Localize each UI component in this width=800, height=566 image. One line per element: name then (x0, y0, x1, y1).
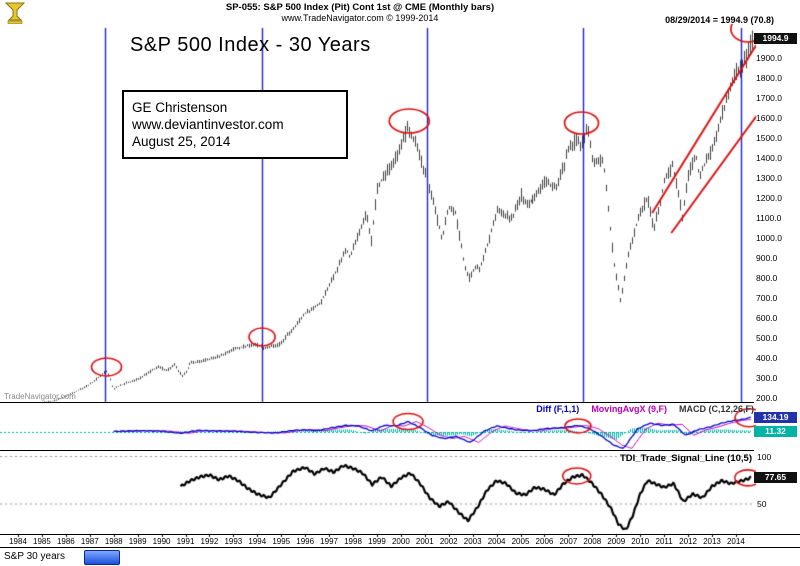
year-label: 1987 (80, 537, 99, 546)
price-tick-label: 1300.0 (756, 172, 782, 183)
year-label: 2003 (463, 537, 482, 546)
year-label: 2006 (535, 537, 554, 546)
tdi-tick-label: 50 (757, 499, 767, 509)
price-tick-label: 1900.0 (756, 52, 782, 63)
year-label: 1997 (320, 537, 338, 546)
panel-separator (0, 402, 754, 403)
year-label: 2012 (679, 537, 697, 546)
chart-tab-label: S&P 30 years (4, 551, 65, 562)
price-tick-label: 1800.0 (756, 72, 782, 83)
year-label: 1996 (296, 537, 315, 546)
last-quote-readout: 08/29/2014 = 1994.9 (70.8) (665, 15, 774, 25)
chart-title: S&P 500 Index - 30 Years (130, 34, 371, 56)
chart-header-title: SP-055: S&P 500 Index (Pit) Cont 1st @ C… (225, 2, 495, 13)
price-tick-label: 1100.0 (756, 212, 782, 223)
macd-value-badge: 11.32 (754, 426, 797, 437)
legend-item: Diff (F,1,1) (536, 404, 580, 414)
price-tick-label: 1200.0 (756, 192, 782, 203)
year-label: 2013 (703, 537, 721, 546)
note-author: GE Christenson (132, 100, 228, 115)
year-label: 2007 (559, 537, 578, 546)
year-label: 2000 (391, 537, 410, 546)
year-label: 2011 (655, 537, 673, 546)
tdi-indicator-label: TDI_Trade_Signal_Line (10,5) (620, 453, 752, 464)
chart-tab-button[interactable] (84, 550, 120, 565)
diff-value-badge: 134.19 (754, 412, 797, 423)
year-label: 2002 (439, 537, 458, 546)
last-price-badge: 1994.9 (754, 33, 797, 44)
year-label: 2014 (726, 537, 745, 546)
annotation-note-box: GE Christenson www.deviantinvestor.com A… (122, 90, 348, 159)
year-label: 2008 (583, 537, 602, 546)
price-tick-label: 1500.0 (756, 132, 782, 143)
price-tick-label: 600.0 (756, 312, 778, 323)
year-label: 1992 (200, 537, 219, 546)
tdi-tick-label: 100 (757, 451, 772, 462)
price-tick-label: 400.0 (756, 352, 778, 363)
year-label: 1994 (248, 537, 267, 546)
price-tick-label: 200.0 (756, 392, 778, 403)
price-tick-label: 700.0 (756, 292, 778, 303)
year-label: 1984 (9, 537, 27, 546)
year-label: 1998 (344, 537, 362, 546)
legend-item: MovingAvgX (9,F) (591, 404, 667, 414)
price-tick-label: 800.0 (756, 272, 778, 283)
price-tick-label: 1400.0 (756, 152, 782, 163)
year-label: 1989 (128, 537, 147, 546)
year-label: 1988 (104, 537, 123, 546)
year-label: 1993 (224, 537, 243, 546)
year-label: 1986 (56, 537, 75, 546)
year-label: 1995 (272, 537, 291, 546)
price-tick-label: 1000.0 (756, 232, 782, 243)
legend-item: MACD (C,12,26,F) (678, 404, 754, 414)
price-tick-label: 500.0 (756, 332, 778, 343)
year-label: 1999 (368, 537, 386, 546)
tdi-value-badge: 77.65 (754, 472, 797, 483)
panel-separator (0, 534, 800, 535)
year-label: 2009 (607, 537, 626, 546)
price-tick-label: 900.0 (756, 252, 778, 263)
year-label: 2004 (487, 537, 506, 546)
price-tick-label: 1600.0 (756, 112, 782, 123)
year-label: 1985 (33, 537, 51, 546)
note-date: August 25, 2014 (132, 134, 231, 149)
year-label: 1991 (176, 537, 195, 546)
header-website-copyright: www.TradeNavigator.com © 1999-2014 (281, 13, 439, 23)
note-website: www.deviantinvestor.com (132, 117, 284, 132)
trade-navigator-logo-icon (4, 2, 26, 24)
panel-separator (0, 450, 754, 451)
watermark-text: TradeNavigator.com (4, 392, 76, 401)
year-label: 2001 (415, 537, 434, 546)
year-label: 2010 (631, 537, 650, 546)
price-tick-label: 300.0 (756, 372, 778, 383)
year-label: 1990 (152, 537, 171, 546)
panel-separator (0, 547, 800, 548)
year-label: 2005 (511, 537, 530, 546)
macd-legend: Diff (F,1,1) MovingAvgX (9,F) MACD (C,12,2… (536, 404, 754, 414)
price-tick-label: 1700.0 (756, 92, 782, 103)
